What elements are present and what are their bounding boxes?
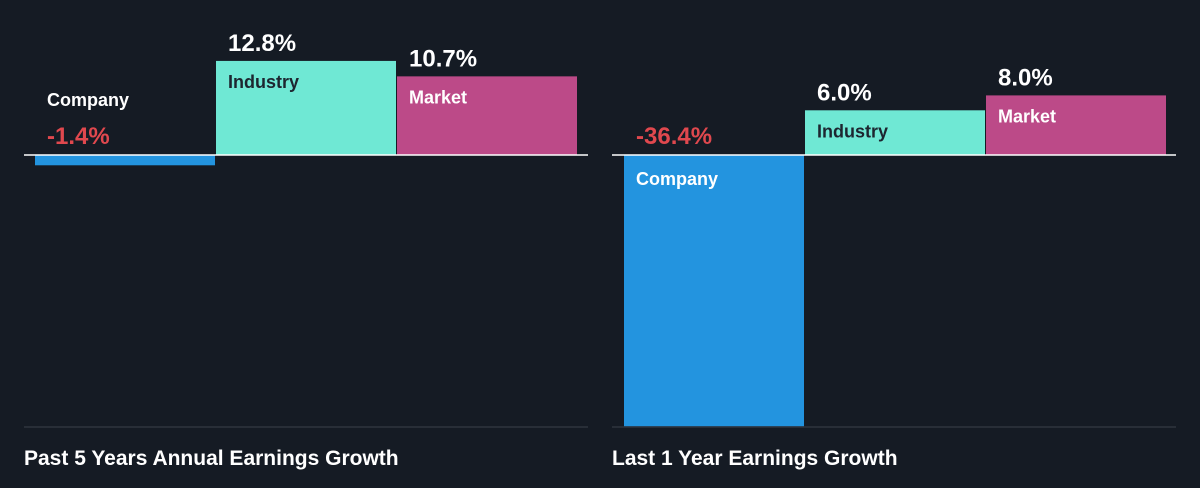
past-5-years-company-label: Company — [47, 90, 129, 110]
last-1-year-market-value-label: 8.0% — [998, 64, 1053, 91]
past-5-years-industry-label: Industry — [228, 72, 299, 92]
past-5-years-title: Past 5 Years Annual Earnings Growth — [24, 447, 399, 470]
last-1-year-title: Last 1 Year Earnings Growth — [612, 447, 898, 470]
last-1-year-company-bar — [624, 155, 804, 427]
last-1-year-company-value-label: -36.4% — [636, 123, 712, 150]
past-5-years-industry-bar — [216, 60, 396, 155]
past-5-years-company-value-label: -1.4% — [47, 123, 110, 150]
past-5-years-market-value-label: 10.7% — [409, 45, 477, 72]
last-1-year-industry-bar — [805, 110, 985, 155]
last-1-year-industry-value-label: 6.0% — [817, 79, 872, 106]
last-1-year-market-label: Market — [998, 106, 1056, 126]
past-5-years-market-label: Market — [409, 87, 467, 107]
last-1-year-company-label: Company — [636, 169, 718, 189]
past-5-years-company-bar — [35, 155, 215, 166]
last-1-year-market-bar — [986, 95, 1166, 155]
past-5-years-market-bar — [397, 76, 577, 155]
last-1-year-industry-label: Industry — [817, 121, 888, 141]
past-5-years-industry-value-label: 12.8% — [228, 30, 296, 57]
